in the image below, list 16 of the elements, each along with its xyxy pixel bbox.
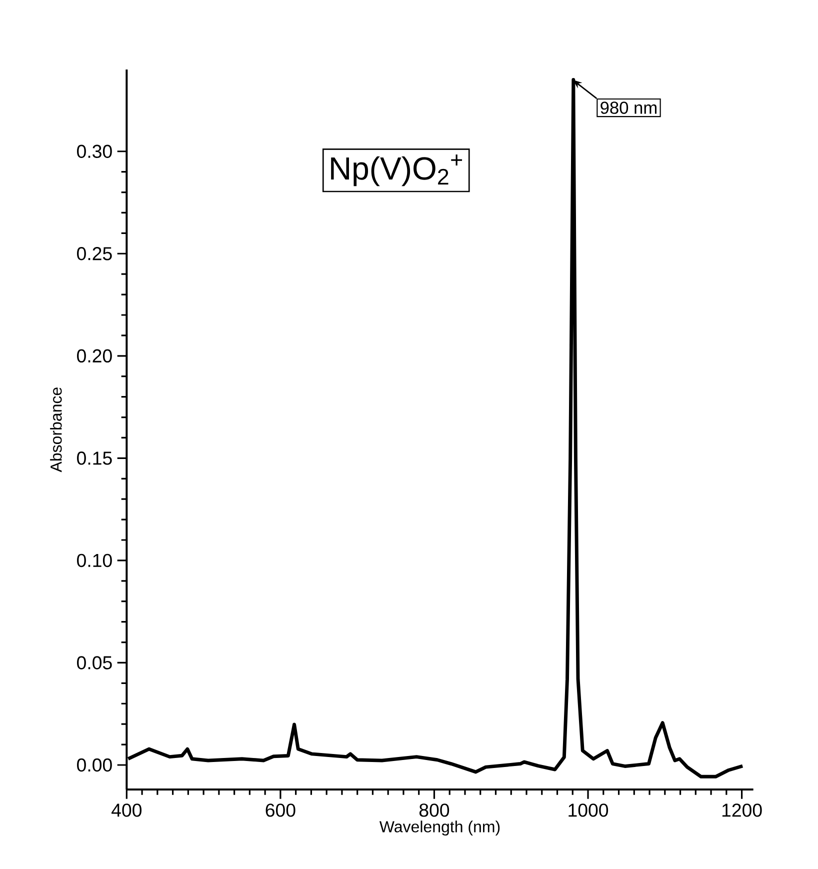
y-tick-label: 0.05: [77, 656, 112, 670]
x-tick-label: 400: [112, 804, 142, 817]
y-tick-label: 0.15: [77, 452, 112, 465]
y-tick-label: 0.00: [77, 758, 112, 772]
x-tick-label: 600: [266, 804, 296, 817]
y-axis-title: Absorbance: [50, 388, 62, 472]
x-tick-label: 800: [419, 804, 450, 817]
y-tick-label: 0.20: [77, 349, 112, 363]
annotation: Np(V)O$_{2}$+: [331, 154, 462, 186]
y-tick-label: 0.25: [77, 247, 112, 260]
x-tick-label: 1200: [722, 804, 762, 817]
y-tick-label: 0.10: [77, 554, 112, 568]
x-tick-label: 1000: [568, 804, 608, 817]
x-axis-title: Wavelength (nm): [379, 820, 500, 836]
y-tick-label: 0.30: [77, 144, 112, 158]
annotation: 980 nm: [600, 102, 656, 114]
